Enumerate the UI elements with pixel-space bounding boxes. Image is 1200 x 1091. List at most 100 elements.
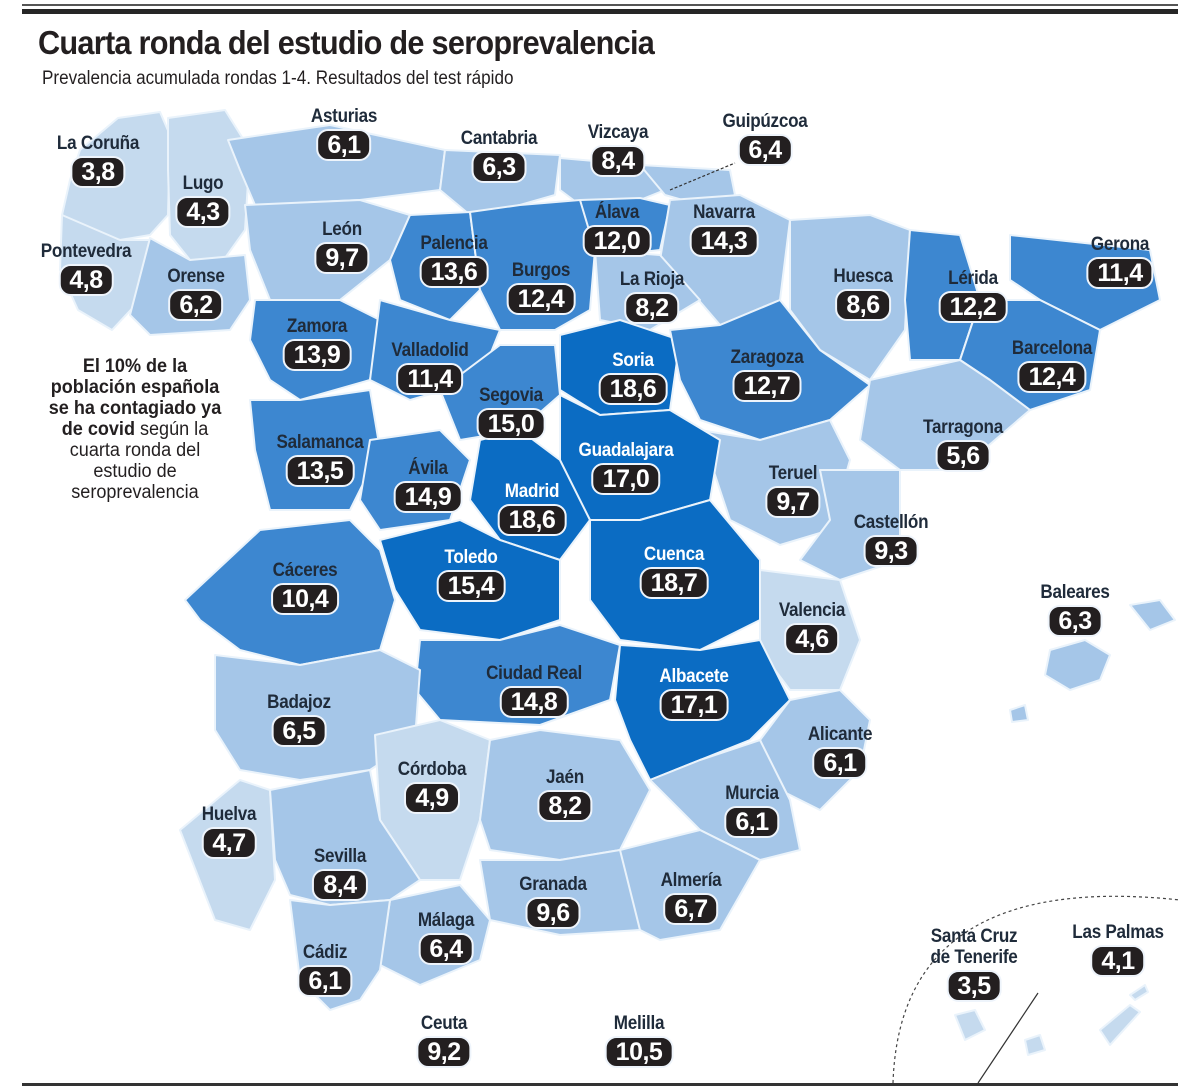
prevalence-badge: 6,1 <box>297 965 353 997</box>
province-label: Valladolid 11,4 <box>387 340 473 395</box>
province-label: Toledo 15,4 <box>436 547 506 602</box>
prevalence-badge: 9,7 <box>314 242 370 274</box>
province-label: Ceuta 9,2 <box>416 1013 472 1068</box>
province-label: Ávila 14,9 <box>393 458 463 513</box>
province-label: Huesca 8,6 <box>830 266 896 321</box>
province-label: Burgos 12,4 <box>506 260 576 315</box>
bottom-rule <box>22 1083 1178 1086</box>
province-name: Cantabria <box>460 128 538 149</box>
province-name: Las Palmas <box>1072 922 1164 943</box>
province-label: Melilla 10,5 <box>604 1013 674 1068</box>
prevalence-badge: 12,4 <box>506 283 576 315</box>
province-label: Navarra 14,3 <box>689 202 759 257</box>
province-name: Melilla <box>613 1013 665 1034</box>
prevalence-badge: 15,0 <box>476 408 546 440</box>
province-name: Lérida <box>948 268 998 289</box>
prevalence-badge: 4,7 <box>201 827 257 859</box>
province-name: Navarra <box>693 202 755 223</box>
province-label: Segovia 15,0 <box>476 385 547 440</box>
province-label: Asturias 6,1 <box>307 106 381 161</box>
province-label: Alicante 6,1 <box>804 724 876 779</box>
prevalence-badge: 6,3 <box>471 151 527 183</box>
canarias-inset-arc <box>892 895 1181 1084</box>
prevalence-badge: 4,9 <box>404 782 460 814</box>
prevalence-badge: 8,6 <box>835 289 891 321</box>
prevalence-badge: 6,2 <box>168 289 224 321</box>
province-name: Asturias <box>310 106 378 127</box>
prevalence-badge: 8,4 <box>590 145 646 177</box>
province-name: Murcia <box>725 783 779 804</box>
prevalence-badge: 13,6 <box>419 256 489 288</box>
province-name: La Rioja <box>619 269 685 290</box>
prevalence-badge: 15,4 <box>436 570 506 602</box>
province-shapes <box>59 109 1176 1056</box>
province-name: Salamanca <box>276 432 364 453</box>
province-label: Santa Cruz de Tenerife 3,5 <box>926 926 1023 1002</box>
canarias-divider <box>977 992 1039 1084</box>
province-name: Barcelona <box>1011 338 1093 359</box>
annotation-note: El 10% de la población española se ha co… <box>45 356 226 503</box>
prevalence-badge: 8,2 <box>537 790 593 822</box>
prevalence-badge: 8,2 <box>624 292 680 324</box>
province-label: Palencia 13,6 <box>417 233 492 288</box>
province-label: Guadalajara 17,0 <box>573 440 678 495</box>
province-name: Toledo <box>444 547 498 568</box>
prevalence-badge: 3,5 <box>946 970 1002 1002</box>
prevalence-badge: 4,8 <box>58 264 114 296</box>
prevalence-badge: 18,6 <box>598 373 668 405</box>
province-label: Cáceres 10,4 <box>269 560 341 615</box>
prevalence-badge: 12,0 <box>582 225 652 257</box>
top-rule-thin <box>22 4 1178 6</box>
province-label: Guipúzcoa 6,4 <box>718 111 812 166</box>
province-name: Valladolid <box>391 340 469 361</box>
province-name: Soria <box>612 350 654 371</box>
province-name: Albacete <box>659 666 729 687</box>
province-name: Zamora <box>286 316 348 337</box>
province-name: Badajoz <box>267 692 331 713</box>
province-label: Baleares 6,3 <box>1037 582 1114 637</box>
province-name: Sevilla <box>313 846 367 867</box>
province-label: Álava 12,0 <box>582 202 652 257</box>
province-label: Barcelona 12,4 <box>1007 338 1096 393</box>
province-name: Cáceres <box>272 560 338 581</box>
province-name: Cádiz <box>302 942 348 963</box>
prevalence-badge: 12,2 <box>938 291 1008 323</box>
province-label: Las Palmas 4,1 <box>1067 922 1169 977</box>
province-label: Badajoz 6,5 <box>264 692 335 747</box>
province-name: León <box>322 219 362 240</box>
prevalence-badge: 6,3 <box>1047 605 1103 637</box>
province-name: Valencia <box>778 600 846 621</box>
province-name: Almería <box>660 870 722 891</box>
province-name: Baleares <box>1040 582 1110 603</box>
prevalence-badge: 14,9 <box>393 481 463 513</box>
province-name: Teruel <box>768 463 818 484</box>
province-name: Zaragoza <box>730 347 804 368</box>
province-label: Teruel 9,7 <box>765 463 821 518</box>
chart-title: Cuarta ronda del estudio de seroprevalen… <box>38 24 655 61</box>
prevalence-badge: 6,7 <box>663 893 719 925</box>
top-rule-thick <box>22 9 1178 14</box>
prevalence-badge: 11,4 <box>396 363 464 395</box>
chart-subtitle: Prevalencia acumulada rondas 1-4. Result… <box>42 68 514 89</box>
province-label: Salamanca 13,5 <box>272 432 369 487</box>
province-label: Pontevedra 4,8 <box>36 241 136 296</box>
province-name: Lugo <box>182 173 224 194</box>
province-label: Zaragoza 12,7 <box>726 347 807 402</box>
province-label: Málaga 6,4 <box>415 910 478 965</box>
province-label: Jaén 8,2 <box>537 767 593 822</box>
province-name: Málaga <box>417 910 475 931</box>
province-name: Palencia <box>420 233 488 254</box>
province-name: Guadalajara <box>578 440 674 461</box>
province-name: Cuenca <box>643 544 705 565</box>
prevalence-badge: 6,1 <box>812 747 868 779</box>
province-label: Zamora 13,9 <box>282 316 352 371</box>
province-name: Segovia <box>479 385 543 406</box>
province-label: Cantabria 6,3 <box>457 128 542 183</box>
prevalence-badge: 8,4 <box>312 869 368 901</box>
province-name: Álava <box>594 202 640 223</box>
province-name: Ávila <box>408 458 448 479</box>
province-label: Albacete 17,1 <box>656 666 733 721</box>
prevalence-badge: 4,6 <box>784 623 840 655</box>
prevalence-badge: 13,5 <box>285 455 355 487</box>
